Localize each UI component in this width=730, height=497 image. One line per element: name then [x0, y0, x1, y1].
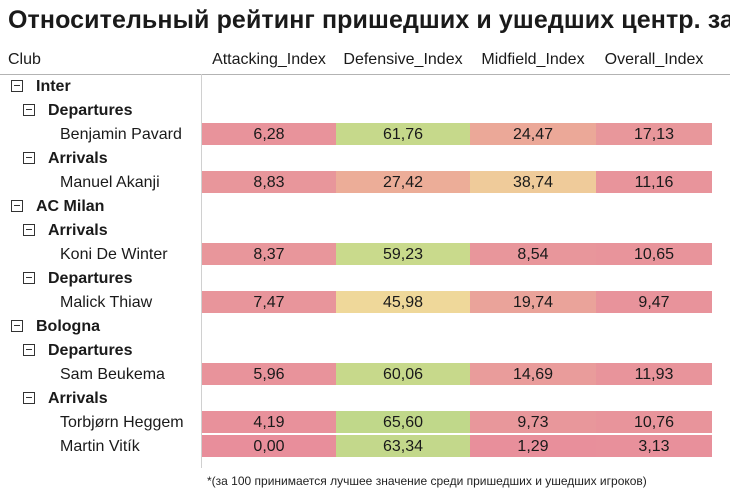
section-row: Departures — [0, 99, 730, 123]
section-row: Arrivals — [0, 147, 730, 171]
club-label: Bologna — [36, 318, 100, 335]
player-row: Sam Beukema 5,96 60,06 14,69 11,93 — [0, 363, 730, 387]
player-name: Manuel Akanji — [60, 174, 160, 191]
section-label: Departures — [48, 270, 133, 287]
player-row: Manuel Akanji 8,83 27,42 38,74 11,16 — [0, 171, 730, 195]
section-row: Arrivals — [0, 387, 730, 411]
player-name: Malick Thiaw — [60, 294, 153, 311]
player-name: Martin Vitík — [60, 438, 140, 455]
section-label: Departures — [48, 102, 133, 119]
collapse-toggle-icon[interactable] — [23, 104, 35, 116]
overall-index-cell[interactable]: 11,16 — [596, 171, 712, 194]
player-name: Sam Beukema — [60, 366, 165, 383]
player-name: Torbjørn Heggem — [60, 414, 184, 431]
overall-index-cell[interactable]: 11,93 — [596, 363, 712, 386]
footnote: *(за 100 принимается лучшее значение сре… — [207, 474, 647, 488]
club-label: Inter — [36, 78, 71, 95]
section-label: Arrivals — [48, 150, 108, 167]
attacking-index-cell[interactable]: 0,00 — [202, 435, 336, 458]
chart-title: Относительный рейтинг пришедших и ушедши… — [8, 6, 730, 34]
overall-index-cell[interactable]: 3,13 — [596, 435, 712, 458]
attacking-index-cell[interactable]: 8,37 — [202, 243, 336, 266]
collapse-toggle-icon[interactable] — [11, 320, 23, 332]
defensive-index-cell[interactable]: 59,23 — [336, 243, 470, 266]
column-header-overall[interactable]: Overall_Index — [604, 51, 704, 68]
collapse-toggle-icon[interactable] — [11, 80, 23, 92]
defensive-index-cell[interactable]: 45,98 — [336, 291, 470, 314]
attacking-index-cell[interactable]: 7,47 — [202, 291, 336, 314]
collapse-toggle-icon[interactable] — [23, 224, 35, 236]
player-row: Malick Thiaw 7,47 45,98 19,74 9,47 — [0, 291, 730, 315]
player-row: Torbjørn Heggem 4,19 65,60 9,73 10,76 — [0, 411, 730, 435]
defensive-index-cell[interactable]: 63,34 — [336, 435, 470, 458]
section-row: Departures — [0, 339, 730, 363]
midfield-index-cell[interactable]: 1,29 — [470, 435, 596, 458]
overall-index-cell[interactable]: 17,13 — [596, 123, 712, 146]
collapse-toggle-icon[interactable] — [23, 272, 35, 284]
collapse-toggle-icon[interactable] — [23, 344, 35, 356]
section-row: Arrivals — [0, 219, 730, 243]
section-label: Arrivals — [48, 390, 108, 407]
attacking-index-cell[interactable]: 6,28 — [202, 123, 336, 146]
row-header-divider — [201, 74, 202, 468]
player-row: Martin Vitík 0,00 63,34 1,29 3,13 — [0, 435, 730, 459]
midfield-index-cell[interactable]: 19,74 — [470, 291, 596, 314]
club-group-row: Inter — [0, 75, 730, 99]
collapse-toggle-icon[interactable] — [23, 152, 35, 164]
player-name: Koni De Winter — [60, 246, 168, 263]
section-row: Departures — [0, 267, 730, 291]
player-name: Benjamin Pavard — [60, 126, 182, 143]
column-header-club[interactable]: Club — [8, 51, 41, 68]
matrix-rows: Inter Departures Benjamin Pavard 6,28 61,76 2… — [0, 75, 730, 459]
club-group-row: AC Milan — [0, 195, 730, 219]
collapse-toggle-icon[interactable] — [11, 200, 23, 212]
defensive-index-cell[interactable]: 65,60 — [336, 411, 470, 434]
column-header-midfield[interactable]: Midfield_Index — [481, 51, 585, 68]
defensive-index-cell[interactable]: 27,42 — [336, 171, 470, 194]
midfield-index-cell[interactable]: 14,69 — [470, 363, 596, 386]
player-row: Benjamin Pavard 6,28 61,76 24,47 17,13 — [0, 123, 730, 147]
column-header-attacking[interactable]: Attacking_Index — [212, 51, 326, 68]
overall-index-cell[interactable]: 10,65 — [596, 243, 712, 266]
player-row: Koni De Winter 8,37 59,23 8,54 10,65 — [0, 243, 730, 267]
column-header-defensive[interactable]: Defensive_Index — [343, 51, 463, 68]
club-label: AC Milan — [36, 198, 105, 215]
matrix-table: Club Attacking_Index Defensive_Index Mid… — [0, 46, 730, 468]
midfield-index-cell[interactable]: 9,73 — [470, 411, 596, 434]
defensive-index-cell[interactable]: 61,76 — [336, 123, 470, 146]
attacking-index-cell[interactable]: 8,83 — [202, 171, 336, 194]
overall-index-cell[interactable]: 9,47 — [596, 291, 712, 314]
section-label: Arrivals — [48, 222, 108, 239]
midfield-index-cell[interactable]: 24,47 — [470, 123, 596, 146]
overall-index-cell[interactable]: 10,76 — [596, 411, 712, 434]
collapse-toggle-icon[interactable] — [23, 392, 35, 404]
attacking-index-cell[interactable]: 5,96 — [202, 363, 336, 386]
midfield-index-cell[interactable]: 38,74 — [470, 171, 596, 194]
club-group-row: Bologna — [0, 315, 730, 339]
column-header-row: Club Attacking_Index Defensive_Index Mid… — [0, 46, 730, 75]
defensive-index-cell[interactable]: 60,06 — [336, 363, 470, 386]
section-label: Departures — [48, 342, 133, 359]
attacking-index-cell[interactable]: 4,19 — [202, 411, 336, 434]
midfield-index-cell[interactable]: 8,54 — [470, 243, 596, 266]
